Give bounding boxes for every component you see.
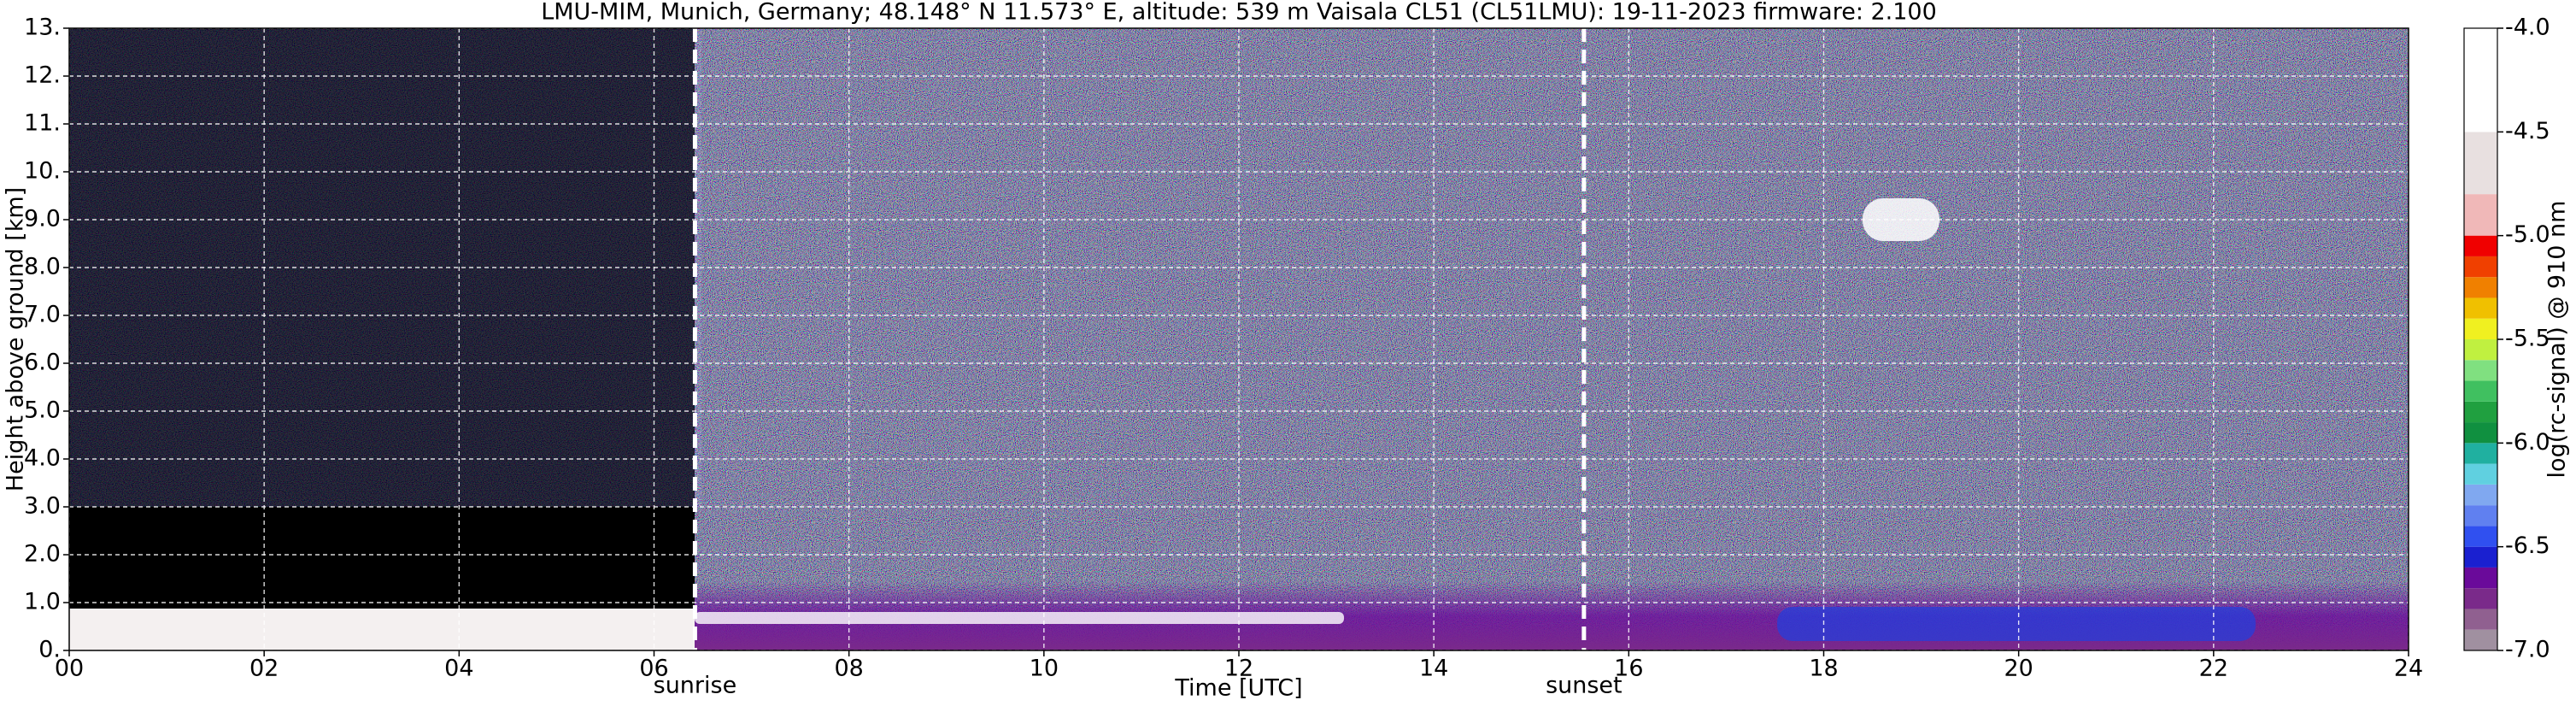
colorbar-label: log(rc-signal) @ 910 nm — [2544, 201, 2571, 479]
y-tick-label: 4.0 — [24, 445, 61, 472]
colorbar-segment — [2464, 463, 2497, 485]
y-tick-label: 0. — [38, 637, 61, 663]
y-tick-label: 8.0 — [24, 254, 61, 280]
texture-layer — [1777, 607, 2256, 641]
annotation-label: sunset — [1546, 673, 1622, 699]
y-tick-label: 7.0 — [24, 302, 61, 328]
colorbar-segment — [2464, 401, 2497, 423]
texture-day — [695, 28, 2409, 650]
colorbar-segment — [2464, 339, 2497, 361]
x-tick-label: 18 — [1809, 656, 1838, 682]
colorbar-segment — [2464, 546, 2497, 568]
x-tick-label: 22 — [2199, 656, 2228, 682]
x-tick-label: 16 — [1614, 656, 1643, 682]
x-tick-label: 14 — [1419, 656, 1448, 682]
colorbar-segment — [2464, 609, 2497, 630]
y-tick-label: 9.0 — [24, 206, 61, 232]
colorbar-tick-label: -6.5 — [2505, 532, 2550, 559]
colorbar-segment — [2464, 422, 2497, 444]
colorbar-segment — [2464, 235, 2497, 256]
y-tick-label: 12. — [24, 62, 61, 89]
colorbar-segment — [2464, 484, 2497, 506]
x-tick-label: 08 — [834, 656, 863, 682]
x-tick-label: 00 — [55, 656, 84, 682]
colorbar-segment — [2464, 629, 2497, 650]
y-axis-label: Height above ground [km] — [3, 187, 29, 491]
colorbar-segment — [2464, 567, 2497, 589]
texture-cloud — [695, 612, 1344, 624]
colorbar-segment — [2464, 256, 2497, 278]
x-tick-label: 12 — [1224, 656, 1253, 682]
colorbar-segment — [2464, 297, 2497, 319]
colorbar-segment — [2464, 505, 2497, 527]
colorbar-segment — [2464, 28, 2497, 132]
x-tick-label: 04 — [444, 656, 473, 682]
x-tick-label: 20 — [2004, 656, 2033, 682]
x-tick-label: 02 — [249, 656, 279, 682]
colorbar-segment — [2464, 132, 2497, 195]
colorbar-segment — [2464, 526, 2497, 547]
colorbar-tick-label: -6.0 — [2505, 429, 2550, 456]
colorbar-segment — [2464, 277, 2497, 298]
colorbar-segment — [2464, 318, 2497, 339]
texture-night-layer — [69, 609, 695, 650]
colorbar-segment — [2464, 360, 2497, 381]
y-tick-label: 5.0 — [24, 397, 61, 424]
y-tick-label: 10. — [24, 158, 61, 185]
colorbar-segment — [2464, 443, 2497, 464]
x-axis-label: Time [UTC] — [1174, 675, 1302, 702]
annotation-label: sunrise — [654, 673, 737, 699]
colorbar-segment — [2464, 380, 2497, 402]
y-tick-label: 2.0 — [24, 541, 61, 568]
y-tick-label: 6.0 — [24, 350, 61, 376]
chart-title: LMU-MIM, Munich, Germany; 48.148° N 11.5… — [541, 0, 1937, 26]
x-tick-label: 10 — [1030, 656, 1059, 682]
colorbar-tick-label: -7.0 — [2505, 637, 2550, 663]
y-tick-label: 11. — [24, 110, 61, 137]
colorbar-tick-label: -5.5 — [2505, 326, 2550, 352]
colorbar-tick-label: -5.0 — [2505, 221, 2550, 248]
colorbar-tick-label: -4.0 — [2505, 15, 2550, 41]
y-tick-label: 1.0 — [24, 589, 61, 615]
colorbar-segment — [2464, 194, 2497, 236]
y-tick-label: 3.0 — [24, 493, 61, 520]
colorbar-segment — [2464, 588, 2497, 609]
x-tick-label: 06 — [639, 656, 668, 682]
y-tick-label: 13. — [24, 15, 61, 41]
plot-frame — [68, 27, 2409, 651]
x-tick-label: 24 — [2394, 656, 2423, 682]
colorbar-tick-label: -4.5 — [2505, 118, 2550, 144]
